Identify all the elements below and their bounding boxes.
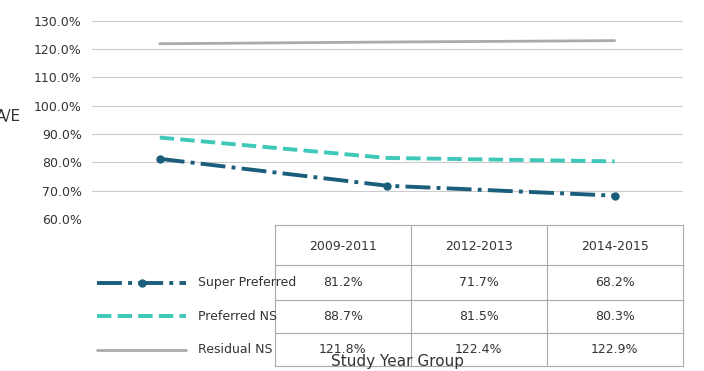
Text: 2009-2011: 2009-2011	[309, 240, 377, 253]
Text: 121.8%: 121.8%	[319, 343, 367, 356]
Text: 81.2%: 81.2%	[323, 276, 363, 289]
Text: 88.7%: 88.7%	[323, 310, 363, 323]
Text: Preferred NS: Preferred NS	[198, 310, 277, 323]
Text: 80.3%: 80.3%	[595, 310, 635, 323]
Text: 81.5%: 81.5%	[459, 310, 499, 323]
Text: 71.7%: 71.7%	[459, 276, 499, 289]
Text: Super Preferred: Super Preferred	[198, 276, 296, 289]
Text: 68.2%: 68.2%	[595, 276, 635, 289]
Text: 2014-2015: 2014-2015	[581, 240, 649, 253]
Text: 2012-2013: 2012-2013	[445, 240, 513, 253]
Text: 122.4%: 122.4%	[455, 343, 503, 356]
Text: Study Year Group: Study Year Group	[332, 354, 464, 369]
Y-axis label: A/E: A/E	[0, 109, 22, 124]
Text: 122.9%: 122.9%	[591, 343, 639, 356]
Text: Residual NS: Residual NS	[198, 343, 272, 356]
